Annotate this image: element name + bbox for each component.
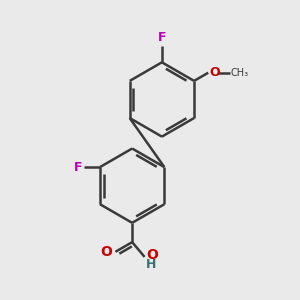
Text: H: H: [146, 258, 156, 271]
Text: F: F: [74, 160, 82, 174]
Text: O: O: [146, 248, 158, 262]
Text: O: O: [210, 66, 220, 79]
Text: CH₃: CH₃: [230, 68, 248, 78]
Text: F: F: [158, 32, 166, 44]
Text: O: O: [100, 245, 112, 259]
